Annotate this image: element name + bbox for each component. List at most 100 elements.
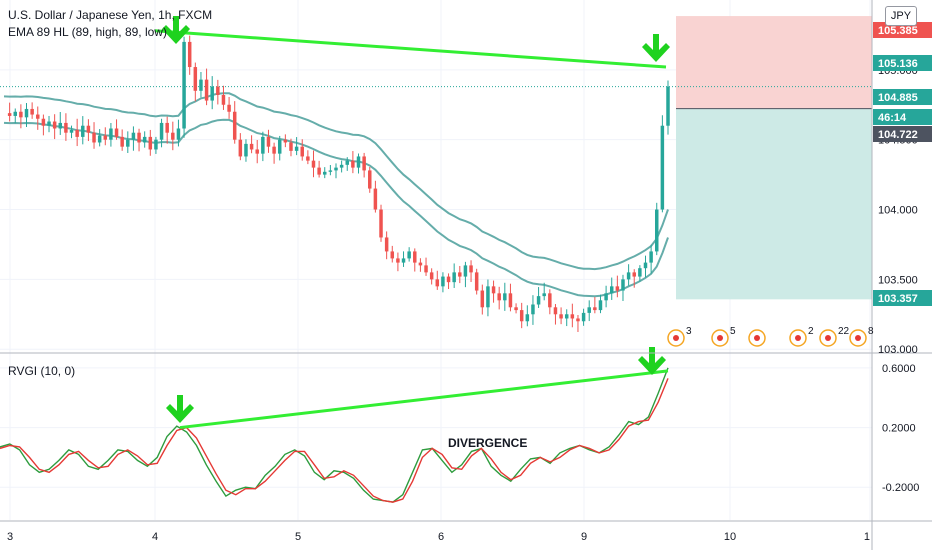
candle-body (244, 143, 248, 157)
ema-low-line (3, 118, 669, 298)
candle-body (289, 142, 293, 151)
candle-body (655, 209, 659, 252)
candle-body (137, 132, 141, 143)
candle-body (356, 156, 361, 168)
candle-body (581, 312, 586, 322)
candle-body (277, 139, 282, 154)
event-dot-icon (717, 335, 723, 341)
candles (7, 35, 670, 332)
candle-body (142, 136, 147, 143)
x-tick-label: 4 (152, 531, 158, 543)
event-marker[interactable] (748, 329, 766, 347)
candle-body (413, 251, 417, 263)
candle-body (238, 139, 243, 157)
candle-body (649, 251, 653, 263)
candle-body (86, 125, 91, 133)
candle-body (311, 160, 316, 168)
candle-body (666, 86, 670, 126)
y-tick-label: 104.000 (878, 205, 918, 217)
price-tag-label: 104.885 (878, 92, 918, 104)
candle-body (621, 279, 625, 291)
candle-body (424, 265, 428, 273)
event-count: 5 (730, 326, 736, 337)
candle-body (508, 293, 513, 308)
candle-body (446, 276, 451, 283)
event-count: 2 (808, 326, 814, 337)
event-marker[interactable]: 2 (789, 326, 814, 347)
event-dot-icon (754, 335, 760, 341)
event-marker[interactable]: 3 (667, 326, 692, 347)
candle-body (598, 300, 603, 311)
candle-body (47, 121, 51, 126)
candle-body (429, 272, 434, 280)
event-dot-icon (855, 335, 861, 341)
event-marker[interactable]: 22 (819, 326, 850, 347)
down-arrow-icon (642, 34, 670, 62)
candle-body (503, 293, 507, 301)
candle-body (474, 272, 479, 291)
candle-body (396, 258, 400, 263)
y-tick-label: 103.500 (878, 274, 918, 286)
price-tag-bg (873, 126, 932, 142)
candle-body (401, 258, 406, 263)
candle-body (553, 307, 558, 315)
candle-body (519, 310, 524, 322)
currency-badge[interactable]: JPY (885, 6, 917, 26)
candle-body (407, 251, 411, 259)
candle-body (187, 41, 192, 68)
candle-body (497, 293, 501, 301)
candle-body (204, 79, 209, 101)
candle-body (109, 128, 113, 140)
candle-body (334, 167, 338, 171)
price-tag-bg (873, 290, 932, 306)
candle-body (323, 171, 327, 175)
candle-body (306, 156, 310, 161)
candle-body (660, 125, 665, 210)
osc-tick-label: 0.2000 (882, 423, 916, 435)
candle-body (384, 237, 389, 252)
rvgi-signal-line (0, 378, 669, 503)
candle-body (159, 122, 164, 140)
position-zones (676, 16, 872, 300)
candle-body (351, 160, 355, 168)
x-tick-label: 5 (295, 531, 301, 543)
stop-zone (676, 16, 872, 109)
event-marker[interactable]: 8 (849, 326, 874, 347)
candle-body (525, 314, 530, 322)
candle-body (328, 170, 333, 172)
candle-body (638, 268, 642, 277)
event-marker[interactable]: 5 (711, 326, 736, 347)
candle-body (171, 132, 175, 140)
candle-body (339, 164, 344, 168)
candle-body (36, 114, 40, 119)
candle-body (643, 262, 648, 269)
candle-body (458, 272, 462, 277)
x-tick-label: 3 (7, 531, 13, 543)
candle-body (435, 279, 440, 287)
candle-body (570, 314, 575, 319)
price-tag-label: 46:14 (878, 112, 907, 124)
candle-body (362, 156, 366, 171)
divergence-label: DIVERGENCE (448, 436, 527, 450)
event-dot-icon (795, 335, 801, 341)
candle-body (52, 121, 57, 129)
candle-body (548, 293, 552, 308)
candle-body (272, 146, 276, 154)
candle-body (19, 111, 23, 118)
ema-bands (0, 86, 872, 298)
indicator-legend: EMA 89 HL (89, high, 89, low) (8, 25, 167, 39)
price-tag-bg (873, 22, 932, 38)
x-tick-label: 10 (724, 531, 736, 543)
candle-body (193, 67, 198, 91)
candle-body (64, 122, 68, 133)
down-arrow-icon (638, 347, 666, 375)
event-markers[interactable]: 3 5 2 22 8 (667, 326, 874, 347)
rvgi-trendline (179, 369, 669, 430)
candle-body (255, 149, 259, 154)
candle-body (373, 188, 378, 210)
candle-body (41, 118, 46, 126)
candle-body (97, 135, 102, 143)
event-count: 22 (838, 326, 850, 337)
candle-body (452, 272, 456, 283)
candle-body (632, 272, 636, 277)
